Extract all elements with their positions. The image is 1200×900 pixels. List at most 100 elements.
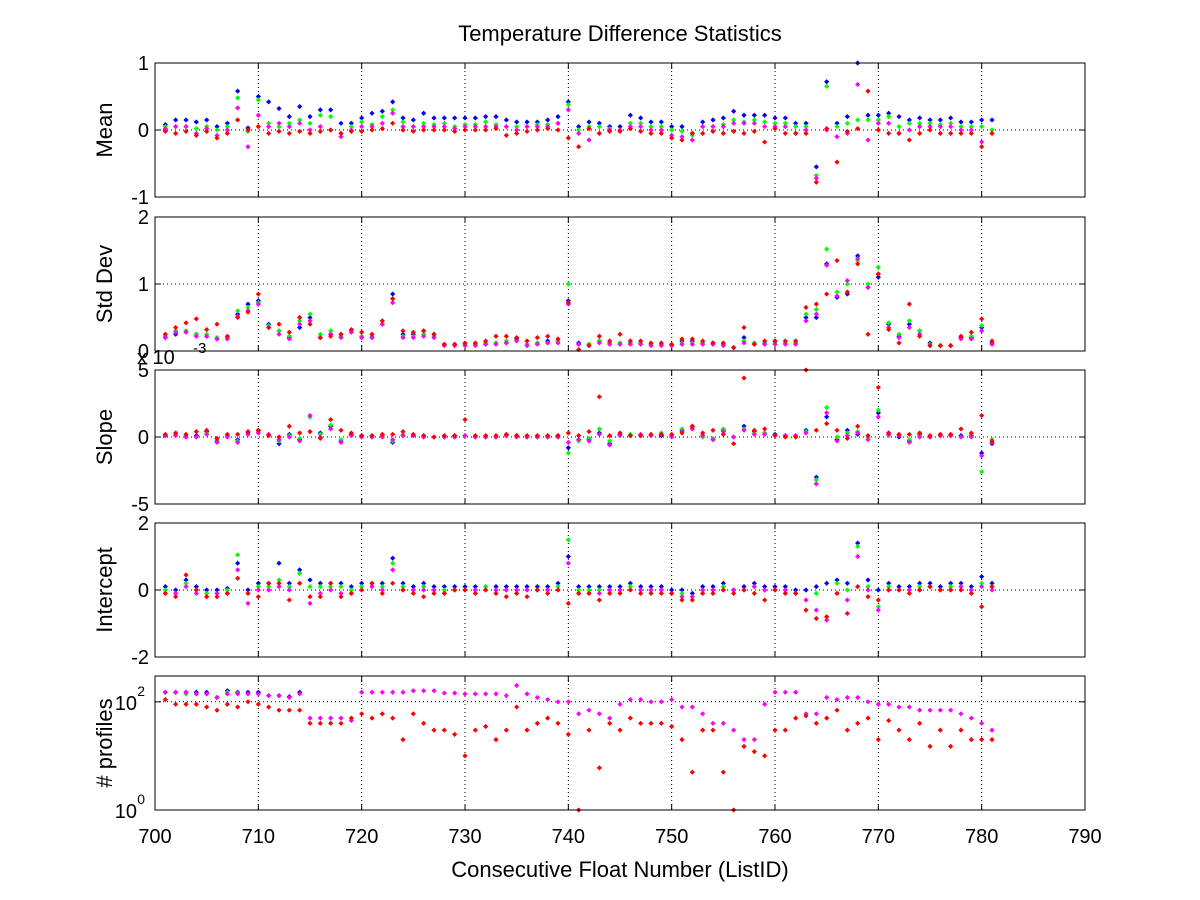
data-point-red [545, 715, 551, 721]
data-point-red [483, 723, 489, 730]
data-point-blue [679, 587, 685, 593]
data-point-blue [886, 110, 892, 116]
data-point-magenta [483, 341, 489, 347]
data-point-red [596, 597, 602, 603]
data-point-red [286, 423, 292, 429]
data-point-blue [937, 117, 943, 123]
data-point-red [204, 326, 210, 333]
data-point-red [875, 597, 881, 603]
data-point-blue [390, 291, 396, 297]
data-point-red [214, 435, 220, 441]
data-point-red [286, 707, 292, 713]
data-point-red [989, 584, 995, 590]
data-point-magenta [865, 284, 871, 290]
data-point-magenta [235, 567, 241, 573]
data-point-red [958, 587, 964, 593]
data-point-red [503, 132, 509, 138]
data-point-magenta [689, 426, 695, 432]
data-point-magenta [844, 433, 850, 439]
data-point-magenta [286, 694, 292, 701]
data-point-green [483, 119, 489, 125]
data-point-blue [648, 119, 654, 125]
data-point-red [555, 587, 561, 593]
data-point-green [844, 281, 850, 287]
data-point-blue [803, 120, 809, 126]
data-point-green [266, 584, 272, 590]
data-point-magenta [855, 255, 861, 262]
data-point-blue [917, 580, 923, 586]
data-point-green [979, 124, 985, 130]
data-point-red [906, 137, 912, 143]
data-point-magenta [855, 694, 861, 701]
data-point-magenta [669, 434, 675, 440]
data-point-magenta [224, 691, 230, 697]
data-point-red [483, 127, 489, 133]
data-point-blue [431, 115, 437, 121]
data-point-red [607, 338, 613, 344]
data-point-green [596, 587, 602, 593]
data-point-magenta [679, 134, 685, 140]
y-tick-label: 1 [138, 274, 149, 296]
data-point-red [803, 713, 809, 719]
data-point-magenta [173, 329, 179, 335]
data-point-red [844, 128, 850, 134]
data-point-green [865, 584, 871, 590]
data-point-red [865, 88, 871, 94]
data-point-green [968, 124, 974, 130]
data-point-magenta [565, 107, 571, 113]
data-point-red [658, 590, 664, 596]
data-point-red [173, 324, 179, 331]
data-point-magenta [379, 434, 385, 440]
data-point-magenta [204, 333, 210, 339]
data-point-red [193, 316, 199, 322]
data-point-red [431, 727, 437, 733]
data-point-red [710, 727, 716, 733]
data-point-magenta [813, 607, 819, 613]
data-point-green [813, 172, 819, 179]
data-point-blue [958, 119, 964, 125]
data-point-magenta [297, 321, 303, 327]
data-point-red [452, 341, 458, 347]
data-point-green [596, 426, 602, 432]
data-point-red [307, 130, 313, 136]
data-point-green [875, 117, 881, 123]
data-point-green [607, 438, 613, 444]
data-point-green [576, 127, 582, 133]
data-point-red [648, 590, 654, 596]
data-point-red [834, 257, 840, 264]
data-point-magenta [989, 587, 995, 593]
data-point-green [328, 422, 334, 428]
data-point-green [958, 124, 964, 130]
data-point-blue [968, 119, 974, 125]
data-point-blue [421, 580, 427, 586]
data-point-blue [782, 584, 788, 590]
data-point-blue [844, 427, 850, 433]
data-point-magenta [710, 587, 716, 593]
data-point-magenta [917, 707, 923, 713]
data-point-red [555, 433, 561, 439]
data-point-magenta [741, 340, 747, 346]
data-point-red [317, 128, 323, 134]
data-point-red [875, 271, 881, 277]
data-point-red [989, 438, 995, 444]
data-point-red [565, 731, 571, 737]
x-tick-label: 760 [758, 826, 791, 848]
data-point-green [286, 584, 292, 590]
y-tick-label: 2 [138, 513, 149, 535]
data-point-blue [803, 314, 809, 321]
data-point-red [276, 434, 282, 440]
data-point-red [617, 331, 623, 337]
data-point-magenta [338, 715, 344, 721]
data-point-red [813, 179, 819, 185]
data-point-red [348, 128, 354, 134]
data-point-blue [555, 580, 561, 586]
data-point-red [162, 696, 168, 703]
data-point-magenta [958, 711, 964, 717]
data-point-magenta [658, 699, 664, 705]
data-point-blue [545, 117, 551, 123]
data-point-green [596, 124, 602, 130]
data-point-red [865, 594, 871, 600]
data-point-magenta [204, 691, 210, 697]
data-point-red [369, 433, 375, 439]
y-axis-label: # profiles [92, 698, 117, 787]
